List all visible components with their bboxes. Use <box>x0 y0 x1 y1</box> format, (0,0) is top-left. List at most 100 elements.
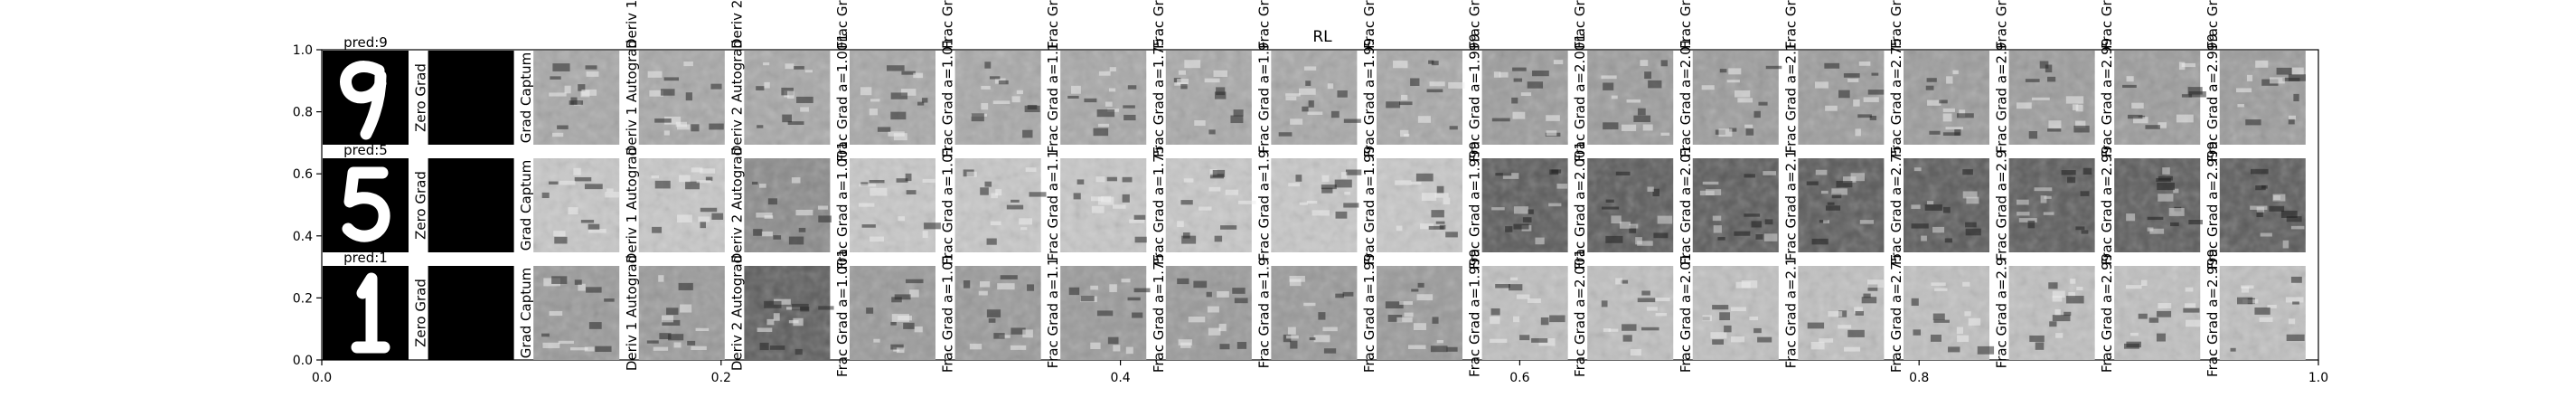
map-blob <box>753 229 763 236</box>
map-blob <box>1647 307 1658 311</box>
map-blob <box>2082 167 2092 175</box>
map-blob <box>1741 280 1758 289</box>
map-blob <box>2269 205 2285 212</box>
map-blob <box>1913 167 1922 172</box>
map-blob <box>1090 285 1098 290</box>
map-blob <box>573 167 581 175</box>
map-blob <box>1926 201 1934 205</box>
map-blob <box>800 107 809 112</box>
map-blob <box>1495 284 1510 289</box>
map-blob <box>2123 343 2139 349</box>
map-blob <box>2185 287 2194 292</box>
map-blob <box>2126 76 2134 82</box>
top-column-title: Frac Grad a=1.01 <box>940 0 956 49</box>
map-blob <box>1133 214 1146 220</box>
map-blob <box>2181 62 2196 68</box>
prediction-label: pred:1 <box>343 250 388 266</box>
top-column-title: Frac Grad a=2.999 <box>2205 0 2221 49</box>
map-blob <box>2039 61 2049 69</box>
panel-column-label: Frac Grad a=1.001 <box>834 141 851 270</box>
map-blob <box>1084 98 1097 103</box>
map-blob <box>1219 344 1230 350</box>
panel-column-label: Frac Grad a=1.01 <box>940 253 956 373</box>
map-blob <box>1107 336 1119 345</box>
panel-r0-c13 <box>1692 51 1782 145</box>
map-blob <box>705 176 713 181</box>
panel-r2-c7 <box>1060 266 1151 360</box>
map-blob <box>2140 279 2148 286</box>
map-blob <box>1847 329 1865 337</box>
map-blob <box>2250 168 2269 175</box>
map-blob <box>1430 345 1448 353</box>
map-blob <box>1814 81 1829 89</box>
map-blob <box>1546 115 1560 121</box>
map-blob <box>1728 68 1742 75</box>
map-blob <box>1448 81 1465 89</box>
map-blob <box>1199 206 1212 211</box>
map-blob <box>678 282 693 290</box>
map-blob <box>890 111 907 120</box>
map-blob <box>963 279 971 289</box>
map-blob <box>2147 227 2154 232</box>
digit-stroke <box>351 272 390 354</box>
panel-column-label: Frac Grad a=2.9 <box>1994 43 2010 154</box>
y-tick-label: 0.8 <box>293 106 313 120</box>
map-blob <box>896 347 905 354</box>
map-blob <box>658 275 664 282</box>
map-blob <box>1499 71 1509 78</box>
map-blob <box>667 334 684 341</box>
map-blob <box>1182 232 1190 239</box>
map-blob <box>1491 207 1505 211</box>
map-blob <box>1629 223 1639 229</box>
map-blob <box>1290 118 1303 125</box>
map-blob <box>698 216 710 222</box>
map-blob <box>1932 313 1945 320</box>
map-blob <box>817 205 829 210</box>
map-blob <box>761 231 773 237</box>
map-blob <box>569 347 588 351</box>
map-blob <box>1105 101 1113 107</box>
map-blob <box>580 220 595 223</box>
map-blob <box>1942 108 1955 112</box>
map-blob <box>988 318 996 323</box>
map-blob <box>1309 337 1316 341</box>
map-blob <box>541 333 550 337</box>
map-blob <box>2288 115 2296 120</box>
map-blob <box>554 236 568 244</box>
map-blob <box>1307 111 1323 115</box>
map-blob <box>2245 119 2261 126</box>
map-blob <box>751 181 758 185</box>
panel-column-label: Frac Grad a=2.001 <box>1572 249 1588 377</box>
map-blob <box>804 70 813 73</box>
map-blob <box>2187 87 2203 95</box>
map-blob <box>1342 291 1354 297</box>
panel-r1-c17 <box>2114 158 2203 252</box>
map-blob <box>2290 225 2305 230</box>
map-blob <box>1828 311 1843 317</box>
map-blob <box>1710 332 1727 339</box>
map-blob <box>2035 342 2045 350</box>
map-blob <box>1505 226 1513 232</box>
map-blob <box>1942 132 1960 137</box>
map-blob <box>1337 90 1348 98</box>
panel-r0-c1 <box>428 51 514 145</box>
map-blob <box>1122 194 1130 203</box>
map-blob <box>1719 312 1731 321</box>
map-blob <box>1097 123 1110 128</box>
map-blob <box>2157 182 2175 191</box>
top-column-title: Frac Grad a=2.99 <box>2099 0 2115 49</box>
map-blob <box>1744 124 1753 128</box>
map-blob <box>1411 289 1419 292</box>
map-blob <box>1098 71 1111 76</box>
map-blob <box>2230 347 2236 352</box>
map-blob <box>1410 78 1420 87</box>
map-blob <box>1022 329 1033 338</box>
map-blob <box>1237 200 1256 204</box>
map-blob <box>1965 228 1981 236</box>
map-blob <box>673 342 682 348</box>
map-blob <box>2288 74 2306 81</box>
map-blob <box>2075 104 2083 112</box>
map-blob <box>1929 130 1941 135</box>
map-blob <box>924 222 941 230</box>
map-blob <box>664 116 682 125</box>
